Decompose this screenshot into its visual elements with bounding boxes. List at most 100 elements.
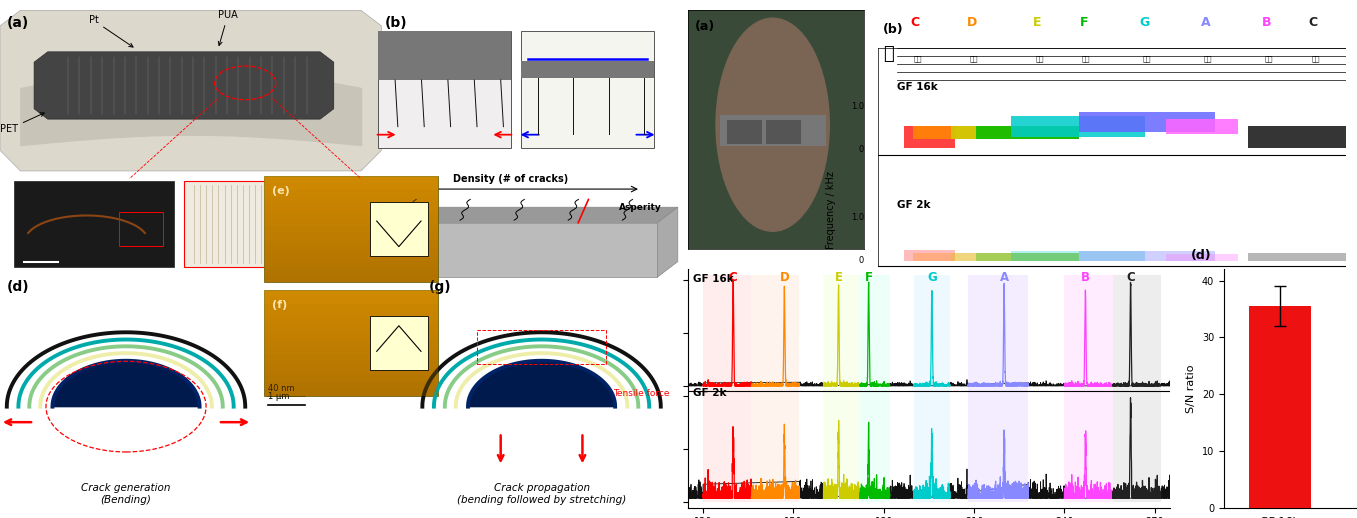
Text: Tensile force: Tensile force [613, 389, 669, 398]
Bar [265, 268, 438, 275]
Text: 𝅗𝅥: 𝅗𝅥 [1082, 55, 1091, 62]
Bar [265, 176, 438, 183]
Text: Frequency / kHz: Frequency / kHz [826, 171, 836, 249]
Bar [1166, 119, 1239, 134]
Bar [265, 233, 438, 240]
Bar [859, 391, 890, 502]
Text: D: D [779, 271, 790, 284]
Bar [719, 115, 825, 146]
Bar [1166, 254, 1239, 261]
Polygon shape [53, 361, 199, 407]
Text: C: C [1126, 271, 1134, 284]
Bar [265, 319, 438, 325]
Polygon shape [379, 223, 657, 277]
Bar [824, 275, 859, 391]
Text: A: A [1000, 271, 1008, 284]
Text: GF 2k: GF 2k [693, 388, 726, 398]
Text: 3: 3 [423, 250, 426, 255]
Bar [265, 176, 438, 282]
Bar [265, 205, 438, 211]
Bar [913, 391, 950, 502]
Text: (f): (f) [273, 300, 288, 310]
Text: PUA: PUA [218, 10, 237, 46]
Text: Crack generation
(Bending): Crack generation (Bending) [81, 483, 171, 505]
Text: C: C [1308, 16, 1318, 29]
Text: 𝅗𝅥: 𝅗𝅥 [1143, 55, 1152, 62]
Text: Asperity: Asperity [619, 203, 661, 212]
Bar [265, 368, 438, 375]
Text: 0: 0 [423, 247, 426, 252]
Text: 100: 100 [417, 206, 426, 211]
Text: (c): (c) [385, 205, 406, 219]
Text: (a): (a) [695, 20, 715, 33]
Bar [265, 340, 438, 347]
Text: (e): (e) [273, 186, 290, 196]
Bar [1064, 391, 1113, 502]
Bar [185, 181, 345, 267]
Bar [265, 382, 438, 389]
Bar [1079, 112, 1215, 132]
Text: (d): (d) [7, 280, 30, 294]
Text: G: G [927, 271, 936, 284]
Text: F: F [1080, 16, 1088, 29]
Bar [727, 120, 763, 144]
Text: B: B [1262, 16, 1272, 29]
Bar [1079, 251, 1215, 261]
Text: 𝅗𝅥: 𝅗𝅥 [913, 55, 921, 62]
Bar [950, 126, 1079, 139]
Text: Density (# of cracks): Density (# of cracks) [453, 174, 569, 184]
Bar [752, 275, 799, 391]
Text: GF 16k: GF 16k [693, 274, 734, 284]
Y-axis label: Normalized Amplitude: Normalized Amplitude [647, 326, 657, 451]
Bar [1113, 275, 1160, 391]
Bar [968, 275, 1029, 391]
Bar [904, 250, 955, 261]
Bar [1113, 391, 1160, 502]
Text: B: B [1082, 271, 1090, 284]
Bar [379, 31, 512, 148]
Text: 𝅗𝅥: 𝅗𝅥 [1035, 55, 1044, 62]
Bar [370, 316, 427, 370]
Bar [265, 226, 438, 233]
Bar [265, 325, 438, 333]
Bar [913, 275, 950, 391]
Text: E: E [835, 271, 843, 284]
Bar [265, 389, 438, 396]
Text: 1.0: 1.0 [851, 102, 864, 111]
Bar [265, 211, 438, 219]
Text: 0: 0 [372, 364, 375, 369]
Bar [859, 275, 890, 391]
Text: 1 μm: 1 μm [267, 393, 289, 401]
Bar [265, 290, 438, 297]
Bar [950, 253, 1079, 261]
Bar [265, 375, 438, 382]
Text: (b): (b) [385, 16, 407, 30]
Bar [913, 253, 1079, 261]
Bar [521, 31, 654, 148]
Text: C: C [729, 271, 738, 284]
Bar [265, 197, 438, 205]
Bar [904, 126, 955, 148]
Bar [1248, 253, 1346, 261]
Bar [752, 391, 799, 502]
Text: 𝅗𝅥: 𝅗𝅥 [1265, 55, 1273, 62]
Bar [265, 354, 438, 361]
Text: D: D [966, 16, 977, 29]
Bar [265, 254, 438, 261]
Text: GF 16k: GF 16k [897, 82, 938, 92]
Text: 𝅗𝅥: 𝅗𝅥 [970, 55, 978, 62]
Text: 100: 100 [417, 320, 426, 325]
Bar [824, 391, 859, 502]
Bar [1250, 306, 1311, 508]
Bar [976, 253, 1079, 261]
Bar [265, 311, 438, 319]
Bar [265, 261, 438, 268]
Text: (a): (a) [7, 16, 28, 30]
Y-axis label: S/N ratio: S/N ratio [1186, 364, 1197, 413]
Bar [968, 391, 1029, 502]
Bar [521, 61, 654, 78]
Bar [265, 247, 438, 254]
Text: (b): (b) [882, 23, 904, 36]
Bar [913, 126, 1079, 139]
Text: 0: 0 [859, 146, 864, 154]
